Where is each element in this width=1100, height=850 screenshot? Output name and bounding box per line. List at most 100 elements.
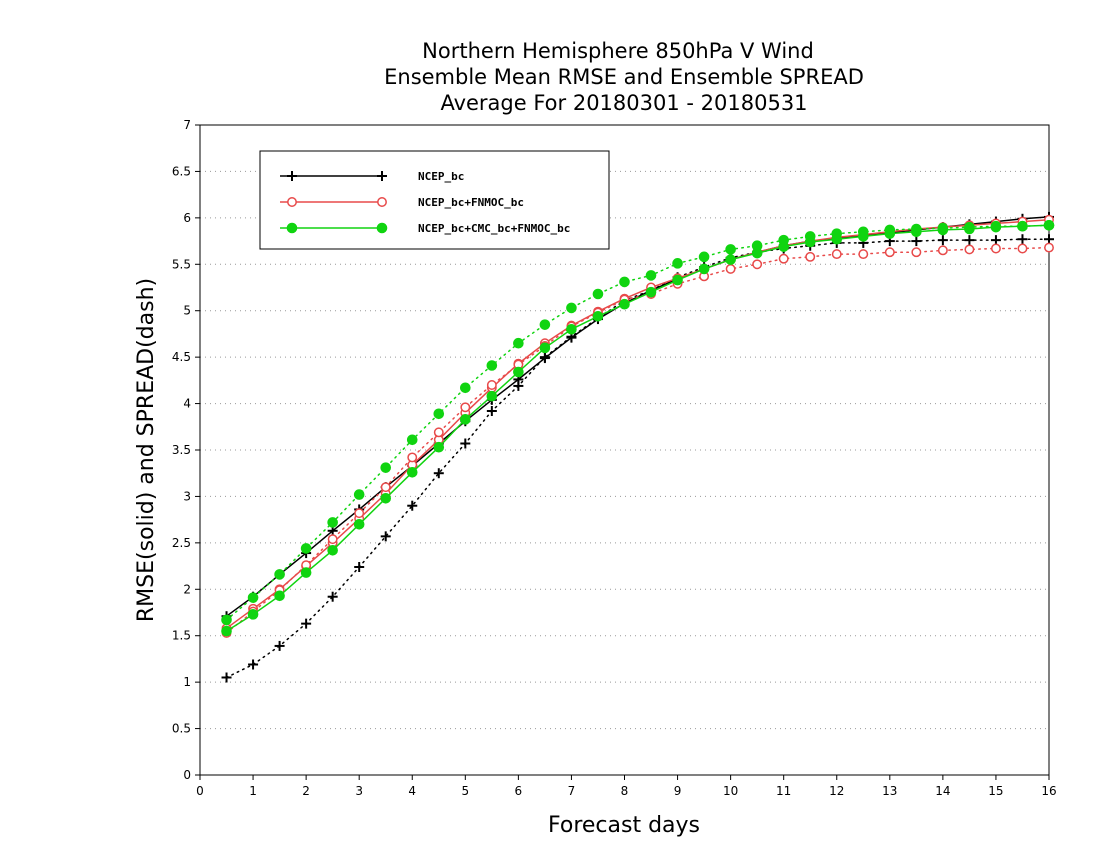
legend-marker-ncep-bc-cmc-bc-fnmoc-bc [376, 222, 388, 234]
grid [200, 170, 1049, 730]
rmse-point [327, 544, 338, 556]
rmse-point [247, 609, 259, 620]
spread-point [566, 302, 577, 314]
spread-point [406, 434, 418, 446]
rmse-point [645, 286, 657, 298]
y-tick-label: 5 [183, 304, 191, 318]
spread-point [937, 222, 949, 234]
spread-point [301, 618, 312, 629]
rmse-point [300, 567, 312, 578]
x-axis-label: Forecast days [548, 813, 700, 838]
spread-point [353, 489, 365, 500]
spread-point [964, 244, 975, 255]
y-tick-label: 0 [183, 768, 191, 782]
rmse-point [406, 466, 418, 478]
x-tick-label: 15 [988, 784, 1003, 798]
legend-marker-ncep-bc-fnmoc-bc [287, 197, 297, 207]
spread-point [539, 319, 551, 330]
series-layer [221, 211, 1055, 683]
rmse-point [274, 590, 285, 602]
y-tick-label: 6 [183, 211, 191, 225]
legend-marker-ncep-bc [377, 171, 387, 181]
rmse-point [672, 274, 683, 286]
spread-point [221, 614, 232, 626]
spread-point [937, 245, 948, 256]
x-tick-label: 9 [674, 784, 682, 798]
spread-point [831, 249, 842, 260]
x-tick-label: 10 [723, 784, 738, 798]
series-ncep-bc-cmc-bc-fnmoc-bc [221, 219, 1055, 637]
spread-point [964, 221, 975, 233]
spread-point [486, 380, 497, 390]
rmse-point [433, 441, 445, 453]
spread-point [1044, 234, 1054, 245]
spread-point [221, 672, 232, 683]
spread-point [354, 508, 365, 519]
legend-label-ncep-bc: NCEP_bc [418, 170, 464, 183]
spread-point [486, 360, 498, 371]
spread-point [380, 482, 391, 493]
series-ncep-bc [221, 211, 1054, 683]
spread-point [911, 223, 922, 235]
spread-point [327, 517, 338, 528]
spread-point [752, 259, 763, 270]
x-tick-label: 11 [776, 784, 791, 798]
y-tick-label: 4.5 [172, 350, 191, 364]
spread-point [1043, 219, 1055, 231]
x-tick-label: 13 [882, 784, 897, 798]
spread-point [539, 352, 550, 363]
spread-point [831, 228, 843, 239]
rmse-point [380, 492, 392, 504]
spread-line-ncep-bc-cmc-bc-fnmoc-bc [225, 224, 1050, 621]
rmse-line-ncep-bc-cmc-bc-fnmoc-bc [226, 224, 1050, 632]
x-tick-label: 5 [461, 784, 469, 798]
spread-point [698, 251, 710, 263]
spread-point [247, 592, 259, 603]
spread-point [433, 427, 444, 438]
spread-point [619, 276, 630, 288]
spread-point [751, 240, 763, 252]
x-tick-label: 7 [568, 784, 576, 798]
spread-point [433, 408, 445, 420]
spread-point [592, 288, 604, 300]
spread-point [248, 659, 259, 670]
y-tick-label: 1 [183, 675, 191, 689]
x-tick-label: 8 [621, 784, 629, 798]
y-tick-label: 3 [183, 489, 191, 503]
spread-line-ncep-bc [225, 238, 1050, 679]
title-line-3: Average For 20180301 - 20180531 [440, 91, 807, 115]
x-tick-label: 6 [515, 784, 523, 798]
spread-point [486, 406, 497, 416]
y-tick-label: 7 [183, 118, 191, 132]
x-tick-label: 4 [408, 784, 416, 798]
title-line-1: Northern Hemisphere 850hPa V Wind [422, 39, 814, 63]
rmse-point [592, 310, 604, 322]
x-tick-label: 16 [1041, 784, 1056, 798]
spread-point [513, 337, 524, 349]
spread-point [990, 235, 1001, 246]
spread-point [778, 234, 789, 246]
rmse-point [725, 254, 736, 265]
y-tick-label: 5.5 [172, 257, 191, 271]
spread-line-ncep-bc-fnmoc-bc [225, 246, 1050, 634]
x-tick-label: 12 [829, 784, 844, 798]
x-tick-label: 2 [302, 784, 310, 798]
spread-point [778, 253, 789, 264]
y-tick-label: 3.5 [172, 443, 191, 457]
y-tick-label: 0.5 [172, 722, 191, 736]
spread-point [911, 236, 922, 247]
spread-point [672, 258, 683, 269]
legend-marker-ncep-bc-cmc-bc-fnmoc-bc [286, 222, 298, 234]
y-tick-label: 6.5 [172, 164, 191, 178]
x-tick-label: 0 [196, 784, 204, 798]
legend-marker-ncep-bc-fnmoc-bc [377, 197, 387, 207]
y-tick-label: 4 [183, 397, 191, 411]
spread-point [857, 226, 869, 238]
spread-point [990, 220, 1002, 232]
y-tick-label: 2 [183, 582, 191, 596]
spread-point [460, 382, 471, 394]
spread-point [1017, 234, 1028, 245]
spread-point [858, 249, 869, 260]
x-tick-label: 3 [355, 784, 363, 798]
